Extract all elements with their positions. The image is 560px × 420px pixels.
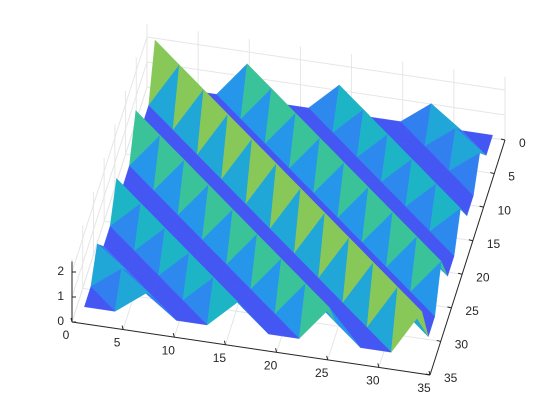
y-tick-label: 20 <box>476 270 490 284</box>
surface-patch <box>145 293 177 321</box>
surface-patch <box>268 313 300 339</box>
surface-patch <box>298 283 331 340</box>
x-axis <box>71 321 431 376</box>
surface-patch <box>176 299 208 326</box>
grid-line <box>146 61 506 116</box>
x-tick <box>70 317 73 323</box>
z-tick-label: 2 <box>57 264 64 278</box>
grid-line <box>71 61 148 298</box>
y-tick-label: 35 <box>444 371 458 385</box>
surface-patch <box>329 308 361 348</box>
x-tick-label: 15 <box>213 351 227 365</box>
x-tick <box>223 340 226 345</box>
y-tick-label: 15 <box>487 237 501 251</box>
x-tick-label: 0 <box>63 328 70 342</box>
grid-line <box>146 36 506 91</box>
x-tick-label: 35 <box>417 381 431 395</box>
z-tick-label: 1 <box>57 289 64 303</box>
surface-patch <box>206 276 239 326</box>
surface-patch <box>84 286 116 312</box>
x-tick-label: 25 <box>315 366 329 380</box>
x-tick <box>326 355 329 360</box>
y-tick <box>490 172 495 175</box>
x-tick <box>428 370 431 376</box>
y-tick-label: 25 <box>465 304 479 318</box>
z-tick-label: 0 <box>57 314 64 328</box>
x-tick <box>121 325 124 330</box>
y-tick <box>468 239 473 242</box>
surface-patch <box>360 327 392 353</box>
grid-line <box>71 36 148 273</box>
y-tick <box>447 306 452 309</box>
y-tick-label: 5 <box>508 170 515 184</box>
x-tick-label: 30 <box>366 374 380 388</box>
y-tick <box>458 272 463 275</box>
x-tick-label: 5 <box>114 336 121 350</box>
y-tick-label: 0 <box>519 136 526 150</box>
x-tick <box>172 333 175 338</box>
x-tick <box>377 363 380 368</box>
x-tick <box>275 348 278 353</box>
surface-patch <box>390 286 423 353</box>
y-tick <box>436 339 441 342</box>
surface-patch <box>114 268 147 312</box>
surface-patch <box>237 301 269 335</box>
y-tick-label: 10 <box>498 203 512 217</box>
x-tick-label: 10 <box>162 343 176 357</box>
x-tick-label: 20 <box>264 358 278 372</box>
y-tick <box>425 373 431 376</box>
y-tick <box>500 138 506 141</box>
y-axis <box>429 139 506 376</box>
y-tick-label: 30 <box>455 338 469 352</box>
y-tick <box>479 205 484 208</box>
